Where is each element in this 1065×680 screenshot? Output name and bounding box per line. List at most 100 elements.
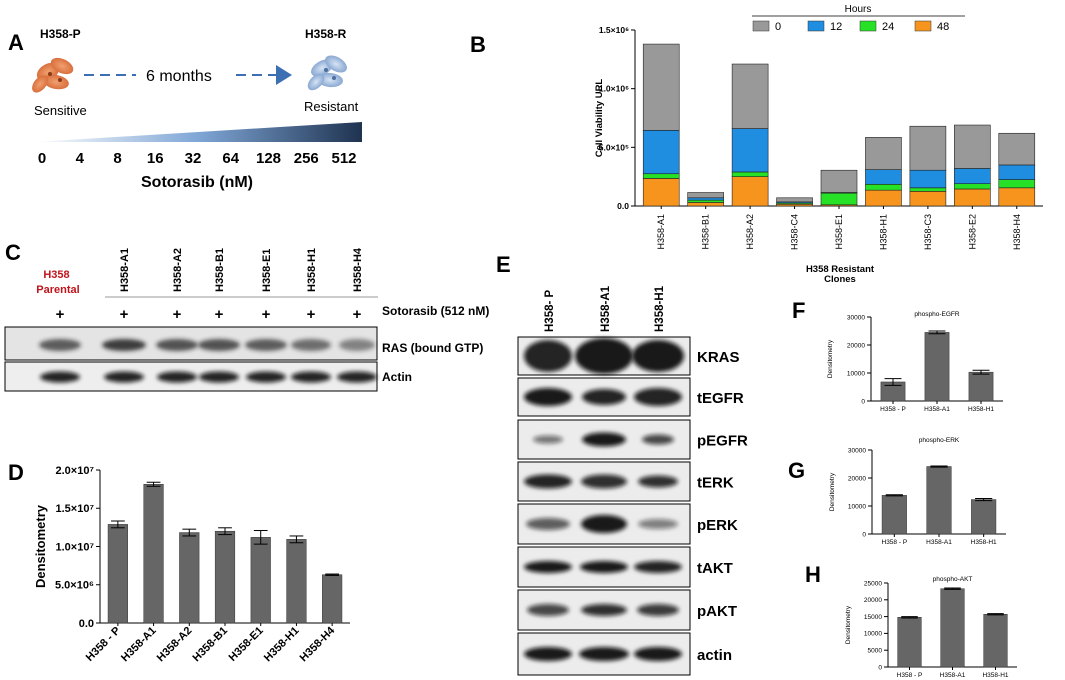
- bar-h358-e2-0h: [954, 124, 991, 169]
- y-axis-title: Densitometry: [33, 504, 48, 588]
- bar-h358-h4-0h: [998, 132, 1036, 166]
- panel-e: E H358- P H358-A1 H358-H1 KRAS tEGFR pEGFR tE…: [496, 252, 748, 676]
- actin-band-lane-3: [199, 371, 239, 383]
- x-tick-label-h358-p: H358 - P: [880, 406, 906, 413]
- y-tick-label: 25000: [864, 580, 882, 587]
- panel-f: F 0 10000 20000 30000 H358 - P H358-A1 H358-H1…: [792, 298, 1003, 413]
- bar-h358-c3-24h: [909, 187, 947, 192]
- lane-label-h358-a1: H358-A1: [119, 248, 131, 292]
- row-label-pakt: pAKT: [697, 603, 737, 620]
- dose-label-256: 256: [294, 150, 319, 167]
- band-perk-lane-0: [526, 518, 570, 530]
- x-tick-label-h358-e1: H358-E1: [834, 214, 844, 250]
- band-pegfr-lane-1: [582, 432, 626, 447]
- bar-h358-h1: [968, 371, 994, 402]
- band-takt-lane-1: [580, 561, 628, 573]
- row-label-kras: KRAS: [697, 349, 740, 366]
- y-tick-label: 20000: [864, 597, 882, 604]
- x-tick-label-h358-b1: H358-B1: [701, 214, 711, 250]
- y-tick-label: 0.0: [617, 201, 629, 211]
- bar-h358-a2-24h: [731, 171, 769, 177]
- blot-e-lane-labels: H358- P H358-A1 H358-H1: [544, 285, 666, 332]
- plus-sign-lane-0: +: [56, 306, 65, 323]
- bar-h358-a1-12h: [642, 130, 680, 175]
- lane-label-h358-h1: H358-H1: [306, 248, 318, 292]
- y-tick-label: 0: [878, 664, 882, 671]
- x-tick-label-h358-p: H358 - P: [84, 625, 123, 664]
- chart-h-phospho-akt: 0 5000 10000 15000 20000 25000 H358 - P H358-A1…: [845, 576, 1017, 679]
- y-tick-label: 10000: [847, 370, 865, 377]
- chart-title: phospho-ERK: [919, 437, 960, 444]
- panel-letter-c: C: [5, 240, 21, 265]
- actin-band-lane-4: [246, 371, 286, 383]
- legend-label-48h: 48: [937, 21, 949, 33]
- band-actin-lane-1: [579, 647, 629, 661]
- bar-h358-c4-0h: [776, 197, 813, 203]
- bar-h358-a2-12h: [731, 128, 769, 173]
- bar-h358-e1: [250, 537, 271, 624]
- dose-tick-labels: 0 4 8 16 32 64 128 256 512: [38, 150, 357, 167]
- y-tick-label: 1.5×10⁷: [56, 503, 95, 515]
- band-pegfr-lane-0: [533, 435, 563, 444]
- panel-h: H 0 5000 10000 15000 20000 25000 H358 - P H358-…: [805, 562, 1017, 679]
- band-takt-lane-0: [524, 561, 572, 573]
- bar-h358-a1: [143, 484, 164, 624]
- y-tick-label: 5.0×10⁶: [55, 580, 94, 592]
- plus-sign-lane-6: +: [353, 306, 362, 323]
- bar-h358-a2-0h: [731, 63, 769, 129]
- panel-letter-a: A: [8, 30, 24, 55]
- bar-h358-p: [881, 495, 907, 535]
- bar-h358-a2: [179, 532, 200, 624]
- h358-parental-label: H358 Parental: [36, 269, 79, 296]
- y-tick-label: 0: [861, 398, 865, 405]
- y-axis-title: Densitometry: [845, 605, 852, 644]
- bar-h358-h1: [971, 499, 997, 535]
- panel-b: B 0.0 5.0×10⁵ 1.0×10⁶ 1.5×10⁶ H358-A1 H358-B1…: [470, 4, 1043, 285]
- legend-label-0h: 0: [775, 21, 781, 33]
- bar-h358-p: [897, 617, 922, 668]
- y-axis-title: Densitometry: [829, 472, 836, 511]
- y-tick-label: 0: [862, 531, 866, 538]
- x-tick-label-h358-h4: H358-H4: [1012, 214, 1022, 250]
- dose-label-512: 512: [331, 150, 356, 167]
- lane-label-h358-b1: H358-B1: [214, 248, 226, 292]
- lane-label-h358-h1: H358-H1: [654, 285, 666, 332]
- dose-label-128: 128: [256, 150, 281, 167]
- blot-c-membranes: RAS (bound GTP) Actin: [4, 326, 483, 392]
- sensitive-cells-icon: [32, 57, 74, 93]
- bar-h358-a1-0h: [642, 43, 680, 131]
- lane-label-h358-p: H358- P: [544, 289, 556, 332]
- band-pakt-lane-0: [527, 604, 569, 616]
- band-terk-lane-2: [638, 475, 678, 488]
- bar-h358-a1: [940, 588, 965, 668]
- x-tick-label-h358-p: H358 - P: [897, 672, 923, 679]
- y-tick-label: 10000: [848, 503, 866, 510]
- chart-g-phospho-erk: 0 10000 20000 30000 H358 - P H358-A1 H358-H1 De…: [829, 437, 1006, 546]
- bar-h358-h1-12h: [865, 169, 902, 185]
- row-label-terk: tERK: [697, 475, 734, 492]
- band-pakt-lane-1: [581, 604, 627, 616]
- bar-h358-h4-12h: [998, 164, 1036, 180]
- band-kras-lane-2: [632, 340, 684, 372]
- bar-h358-a1-48h: [642, 178, 680, 207]
- resistant-caption: Resistant: [304, 99, 359, 114]
- x-tick-label-h358-b1: H358-B1: [191, 625, 231, 665]
- ras-band-lane-0: [39, 339, 81, 351]
- band-tegfr-lane-1: [582, 389, 626, 405]
- y-tick-label: 0.0: [79, 618, 94, 630]
- row-label-pegfr: pEGFR: [697, 433, 748, 450]
- y-tick-label: 1.0×10⁶: [599, 84, 629, 94]
- band-perk-lane-1: [581, 515, 627, 533]
- legend-swatch-12h: [807, 20, 825, 32]
- lane-label-h358-a2: H358-A2: [172, 248, 184, 292]
- bar-h358-b1-0h: [687, 192, 724, 199]
- h358-p-label: H358-P: [40, 27, 81, 41]
- x-tick-label-h358-h1: H358-H1: [878, 214, 888, 250]
- y-axis-title: Densitometry: [827, 339, 834, 378]
- resistant-cells-icon: [307, 55, 347, 91]
- dose-label-16: 16: [147, 150, 164, 167]
- dose-label-64: 64: [222, 150, 239, 167]
- legend-swatch-0h: [752, 20, 770, 32]
- dose-axis-label: Sotorasib (nM): [141, 174, 253, 191]
